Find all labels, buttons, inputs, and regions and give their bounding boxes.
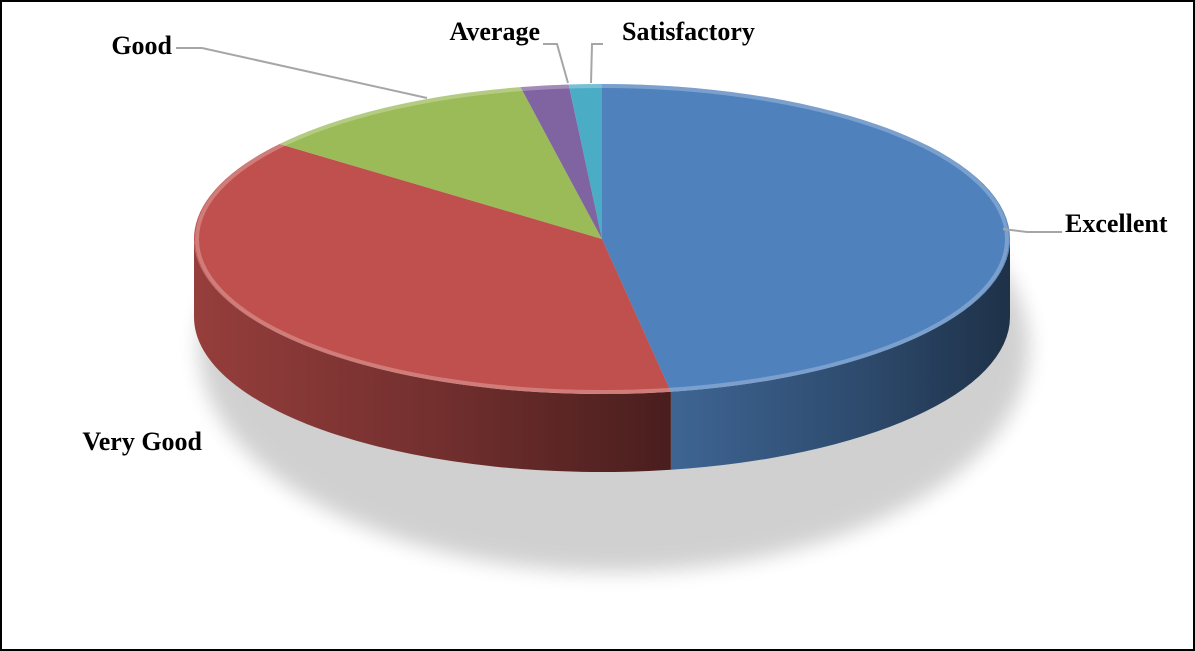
pie-labels: Excellent Very Good Good Average Satisfactor… <box>82 17 1168 456</box>
leader-line-excellent <box>1002 228 1062 233</box>
label-excellent: Excellent <box>1065 209 1168 238</box>
leader-line-average <box>543 43 569 84</box>
pie-sides <box>194 239 1010 472</box>
leader-line-good <box>176 47 428 99</box>
pie-bevel <box>195 84 1009 394</box>
pie-slices <box>194 84 1010 394</box>
label-good: Good <box>111 31 172 60</box>
pie-rim <box>195 84 1009 394</box>
pie-slice-good <box>279 87 602 239</box>
pie-slice-very-good <box>194 143 671 394</box>
pie-side-very-good <box>194 239 671 472</box>
pie-slice-excellent <box>602 84 1010 392</box>
pie-slice-average <box>520 84 602 239</box>
pie-slice-satisfactory <box>568 84 602 239</box>
label-very-good: Very Good <box>82 427 202 456</box>
label-satisfactory: Satisfactory <box>622 17 755 46</box>
pie-side-excellent <box>670 239 1010 470</box>
leader-line-satisfactory <box>590 43 603 84</box>
label-average: Average <box>450 17 540 46</box>
